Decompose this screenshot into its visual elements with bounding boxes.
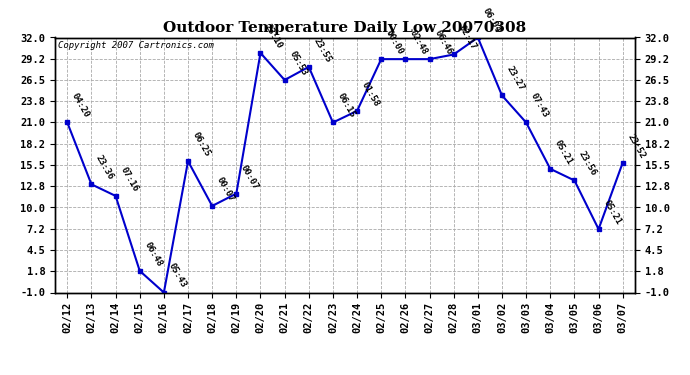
Text: 00:07: 00:07 (215, 176, 236, 203)
Text: 06:46: 06:46 (433, 28, 453, 56)
Text: 23:10: 23:10 (264, 22, 284, 50)
Text: 06:25: 06:25 (191, 130, 212, 158)
Text: 04:20: 04:20 (70, 92, 91, 120)
Text: 23:36: 23:36 (95, 154, 115, 182)
Text: 23:56: 23:56 (578, 150, 598, 178)
Text: 00:00: 00:00 (384, 28, 405, 56)
Text: 05:43: 05:43 (167, 262, 188, 290)
Text: 02:17: 02:17 (457, 24, 477, 52)
Text: 23:55: 23:55 (312, 36, 333, 64)
Text: 05:21: 05:21 (602, 199, 622, 226)
Title: Outdoor Temperature Daily Low 20070308: Outdoor Temperature Daily Low 20070308 (164, 21, 526, 35)
Text: Copyright 2007 Cartronics.com: Copyright 2007 Cartronics.com (58, 41, 214, 50)
Text: 07:43: 07:43 (529, 92, 550, 120)
Text: 01:58: 01:58 (360, 80, 381, 108)
Text: 06:04: 06:04 (481, 7, 502, 35)
Text: 23:27: 23:27 (505, 65, 526, 93)
Text: 07:16: 07:16 (119, 165, 139, 193)
Text: 02:48: 02:48 (408, 28, 429, 56)
Text: 23:52: 23:52 (626, 132, 647, 160)
Text: 06:15: 06:15 (336, 92, 357, 120)
Text: 06:48: 06:48 (143, 240, 164, 268)
Text: 00:07: 00:07 (239, 163, 260, 191)
Text: 05:53: 05:53 (288, 50, 308, 77)
Text: 05:21: 05:21 (553, 138, 574, 166)
